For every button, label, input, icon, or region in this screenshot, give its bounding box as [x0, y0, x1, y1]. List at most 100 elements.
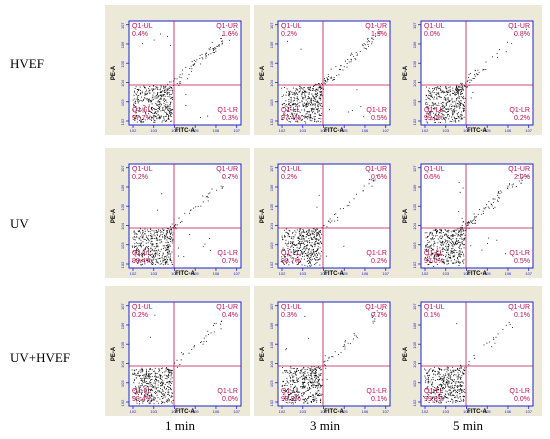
- event-dot: [444, 118, 445, 120]
- event-dot: [148, 388, 150, 390]
- event-dot: [320, 87, 322, 89]
- event-dot: [144, 87, 146, 89]
- event-dot: [146, 229, 148, 231]
- event-dot: [144, 228, 146, 230]
- event-dot: [487, 206, 489, 208]
- event-dot: [458, 386, 460, 387]
- event-dot: [284, 256, 286, 258]
- quadrant-ur-value: 2.0%: [514, 174, 530, 181]
- event-dot: [142, 374, 143, 376]
- event-dot: [284, 256, 286, 258]
- event-dot: [180, 359, 182, 361]
- event-dot: [447, 373, 449, 375]
- quadrant-ll-name: Q1-LL: [281, 250, 301, 257]
- event-dot: [424, 257, 426, 259]
- event-dot: [167, 247, 169, 248]
- event-dot: [151, 244, 153, 245]
- event-dot: [301, 92, 303, 94]
- event-dot: [302, 235, 303, 236]
- event-dot: [431, 94, 433, 96]
- event-dot: [457, 261, 459, 263]
- event-dot: [309, 262, 311, 263]
- event-dot: [452, 113, 454, 115]
- quadrant-ll-name: Q1-LL: [281, 107, 301, 114]
- event-dot: [134, 373, 136, 375]
- event-dot: [458, 104, 460, 106]
- event-dot: [459, 262, 460, 264]
- event-dot: [302, 98, 303, 100]
- event-dot: [461, 230, 463, 232]
- y-tick-label: 107: [269, 22, 274, 29]
- event-dot: [141, 369, 143, 371]
- event-dot: [457, 390, 459, 391]
- event-dot: [450, 378, 452, 380]
- event-dot: [143, 254, 145, 255]
- event-dot: [454, 397, 455, 399]
- event-dot: [308, 87, 310, 89]
- event-dot: [460, 229, 462, 231]
- event-dot: [303, 105, 304, 107]
- event-dot: [218, 45, 220, 47]
- event-dot: [164, 94, 166, 96]
- event-dot: [145, 385, 147, 387]
- event-dot: [457, 103, 459, 105]
- event-dot: [452, 262, 454, 264]
- event-dot: [438, 118, 440, 120]
- event-dot: [319, 394, 321, 396]
- event-dot: [282, 249, 284, 251]
- event-dot: [445, 229, 446, 231]
- event-dot: [317, 376, 319, 378]
- event-dot: [449, 392, 451, 394]
- event-dot: [219, 44, 220, 46]
- event-dot: [468, 222, 470, 224]
- event-dot: [294, 400, 296, 402]
- event-dot: [460, 378, 461, 379]
- event-dot: [462, 89, 464, 91]
- y-tick-label: 104: [412, 79, 417, 86]
- event-dot: [308, 395, 310, 397]
- event-dot: [448, 380, 450, 382]
- event-dot: [295, 90, 297, 92]
- event-dot: [167, 368, 169, 370]
- event-dot: [430, 379, 432, 381]
- event-dot: [189, 234, 191, 235]
- event-dot: [153, 92, 155, 94]
- x-tick-label: 103: [442, 128, 449, 133]
- event-dot: [303, 98, 305, 100]
- event-dot: [315, 240, 317, 242]
- event-dot: [448, 382, 450, 384]
- event-dot: [301, 395, 303, 397]
- event-dot: [147, 400, 148, 402]
- event-dot: [164, 91, 166, 93]
- event-dot: [425, 104, 427, 105]
- event-dot: [144, 233, 146, 235]
- event-dot: [463, 395, 465, 397]
- event-dot: [288, 373, 290, 375]
- event-dot: [426, 116, 428, 117]
- event-dot: [137, 372, 139, 374]
- event-dot: [485, 69, 487, 70]
- event-dot: [160, 388, 161, 390]
- event-dot: [146, 98, 148, 100]
- event-dot: [432, 96, 433, 98]
- event-dot: [152, 253, 153, 255]
- event-dot: [452, 395, 454, 396]
- event-dot: [290, 399, 291, 400]
- event-dot: [190, 209, 192, 211]
- event-dot: [465, 223, 466, 225]
- event-dot: [152, 398, 154, 400]
- event-dot: [159, 91, 161, 93]
- event-dot: [462, 107, 464, 109]
- event-dot: [312, 108, 314, 110]
- event-dot: [160, 95, 161, 96]
- event-dot: [151, 263, 153, 265]
- event-dot: [452, 113, 454, 115]
- scatter-plot-svg: 102102103103104104105105106106107107FITC…: [105, 148, 250, 278]
- event-dot: [464, 244, 465, 246]
- y-tick-label: 103: [120, 380, 125, 387]
- event-dot: [309, 381, 311, 383]
- event-dot: [453, 255, 454, 257]
- event-dot: [461, 88, 463, 90]
- event-dot: [436, 235, 438, 237]
- event-dot: [287, 40, 288, 42]
